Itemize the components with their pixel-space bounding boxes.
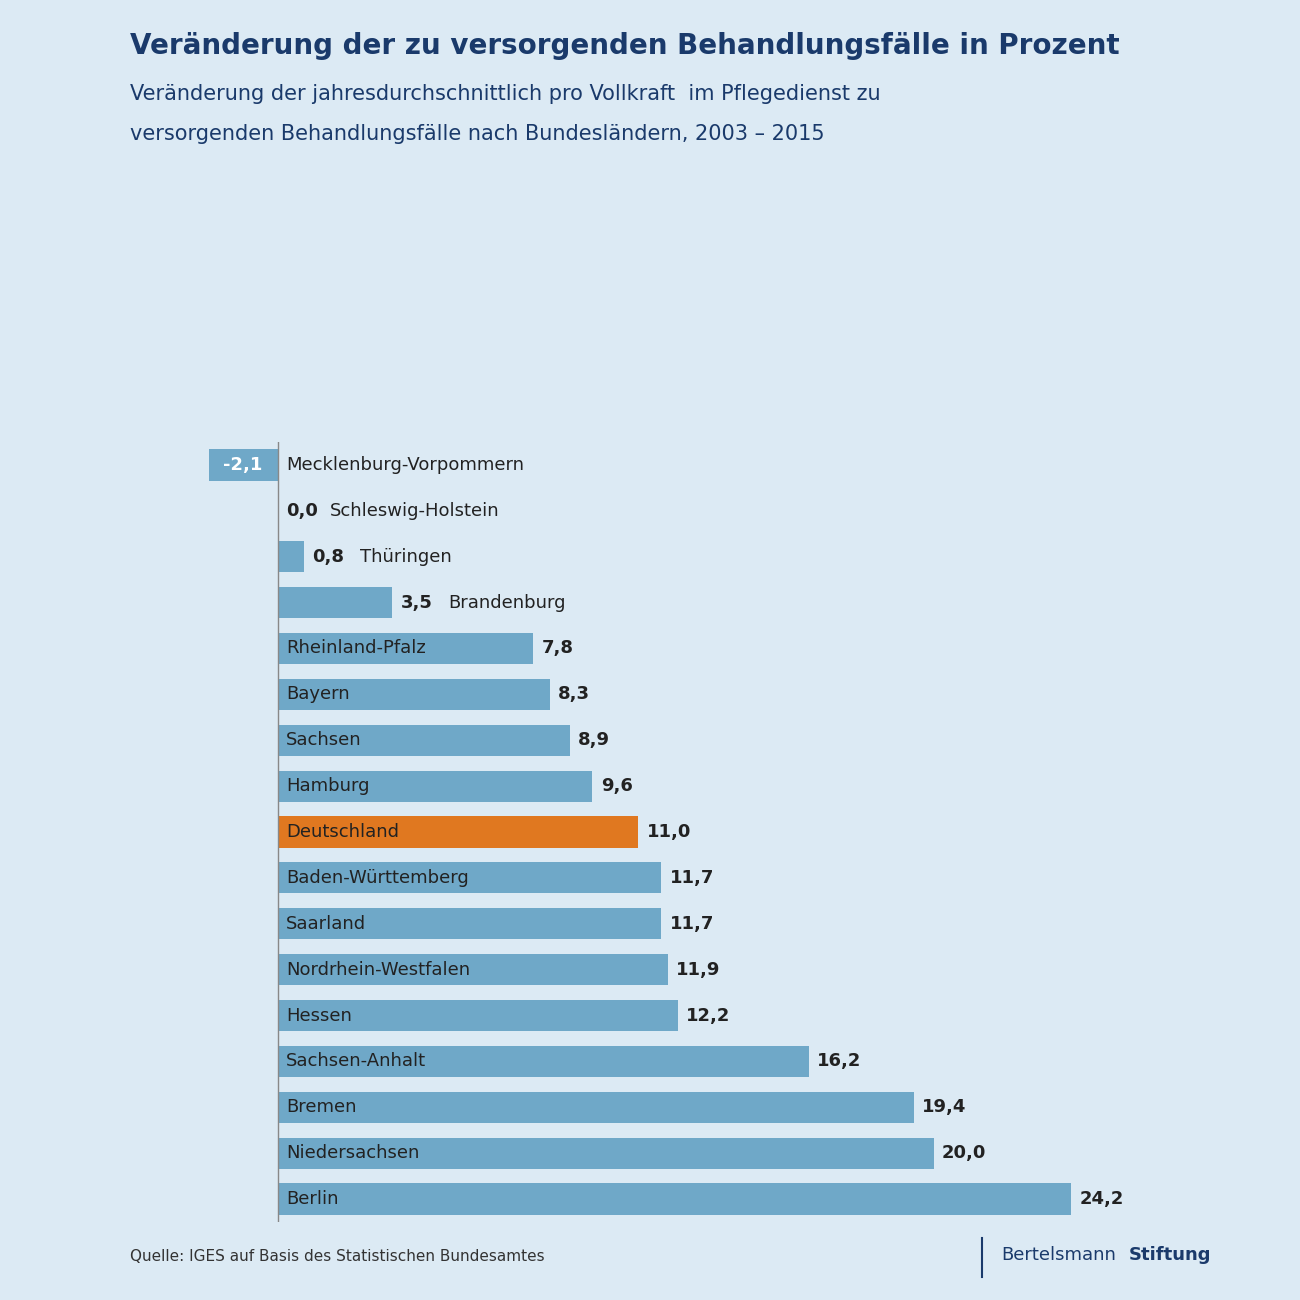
Text: 11,9: 11,9 bbox=[676, 961, 720, 979]
Text: Veränderung der zu versorgenden Behandlungsfälle in Prozent: Veränderung der zu versorgenden Behandlu… bbox=[130, 32, 1119, 61]
Text: Bayern: Bayern bbox=[286, 685, 350, 703]
Text: 20,0: 20,0 bbox=[941, 1144, 987, 1162]
Text: Mecklenburg-Vorpommern: Mecklenburg-Vorpommern bbox=[286, 456, 524, 474]
Text: 0,0: 0,0 bbox=[286, 502, 317, 520]
Text: 7,8: 7,8 bbox=[542, 640, 573, 658]
Text: Nordrhein-Westfalen: Nordrhein-Westfalen bbox=[286, 961, 469, 979]
Text: Bertelsmann: Bertelsmann bbox=[1001, 1245, 1115, 1264]
Text: Baden-Württemberg: Baden-Württemberg bbox=[286, 868, 468, 887]
Text: Bremen: Bremen bbox=[286, 1098, 356, 1117]
Bar bbox=[278, 724, 569, 755]
Text: Quelle: IGES auf Basis des Statistischen Bundesamtes: Quelle: IGES auf Basis des Statistischen… bbox=[130, 1248, 545, 1264]
Bar bbox=[278, 954, 668, 985]
Text: Rheinland-Pfalz: Rheinland-Pfalz bbox=[286, 640, 425, 658]
Text: Brandenburg: Brandenburg bbox=[448, 594, 566, 611]
Bar bbox=[278, 1000, 677, 1031]
Bar bbox=[278, 909, 662, 940]
Text: Stiftung: Stiftung bbox=[1128, 1245, 1210, 1264]
Text: 12,2: 12,2 bbox=[686, 1006, 731, 1024]
Text: 0,8: 0,8 bbox=[312, 547, 344, 566]
Text: Schleswig-Holstein: Schleswig-Holstein bbox=[330, 502, 499, 520]
Text: Sachsen: Sachsen bbox=[286, 731, 361, 749]
Bar bbox=[278, 862, 662, 893]
Bar bbox=[278, 588, 393, 619]
Text: Niedersachsen: Niedersachsen bbox=[286, 1144, 419, 1162]
Bar bbox=[278, 1092, 914, 1123]
Text: 11,7: 11,7 bbox=[670, 915, 714, 933]
Text: 24,2: 24,2 bbox=[1079, 1190, 1124, 1208]
Bar bbox=[278, 679, 550, 710]
Text: 19,4: 19,4 bbox=[922, 1098, 966, 1117]
Text: versorgenden Behandlungsfälle nach Bundesländern, 2003 – 2015: versorgenden Behandlungsfälle nach Bunde… bbox=[130, 124, 824, 143]
Text: Deutschland: Deutschland bbox=[286, 823, 399, 841]
Text: 8,9: 8,9 bbox=[577, 731, 610, 749]
Text: 11,7: 11,7 bbox=[670, 868, 714, 887]
Text: 8,3: 8,3 bbox=[558, 685, 590, 703]
Bar bbox=[278, 771, 593, 802]
Text: Veränderung der jahresdurchschnittlich pro Vollkraft  im Pflegedienst zu: Veränderung der jahresdurchschnittlich p… bbox=[130, 84, 880, 104]
Text: Saarland: Saarland bbox=[286, 915, 365, 933]
Text: Thüringen: Thüringen bbox=[360, 547, 451, 566]
Text: 11,0: 11,0 bbox=[646, 823, 692, 841]
Text: Berlin: Berlin bbox=[286, 1190, 338, 1208]
Text: Hamburg: Hamburg bbox=[286, 777, 369, 796]
Text: Hessen: Hessen bbox=[286, 1006, 352, 1024]
Bar bbox=[209, 450, 278, 481]
Bar bbox=[278, 633, 533, 664]
Text: Sachsen-Anhalt: Sachsen-Anhalt bbox=[286, 1053, 426, 1070]
Text: 9,6: 9,6 bbox=[601, 777, 633, 796]
Bar bbox=[278, 1138, 933, 1169]
Text: -2,1: -2,1 bbox=[224, 456, 263, 474]
Text: 16,2: 16,2 bbox=[818, 1053, 862, 1070]
Bar bbox=[278, 541, 304, 572]
Text: 3,5: 3,5 bbox=[400, 594, 433, 611]
Bar bbox=[278, 816, 638, 848]
Bar bbox=[278, 1183, 1071, 1214]
Bar bbox=[278, 1045, 809, 1076]
